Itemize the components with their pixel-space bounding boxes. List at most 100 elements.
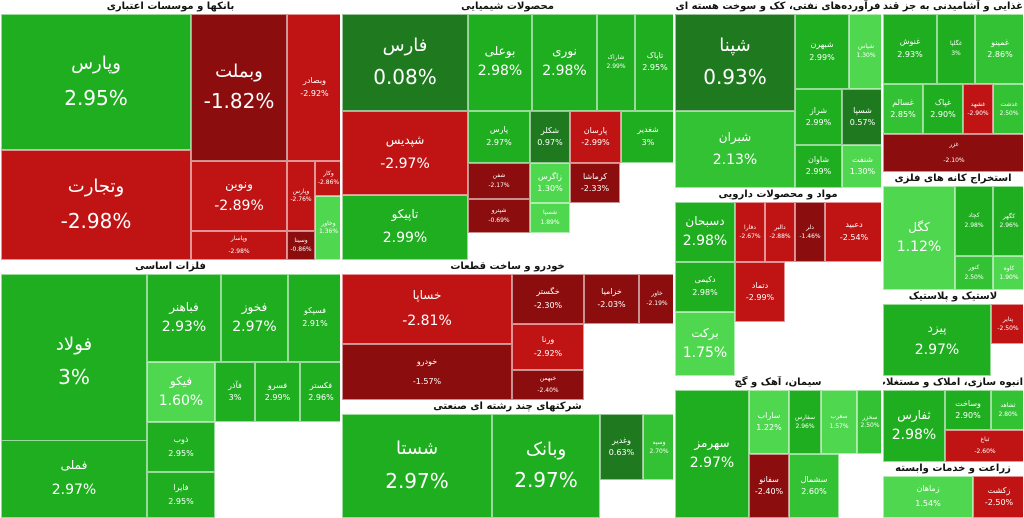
stock-tile[interactable]: پتایر -2.50%: [991, 304, 1023, 344]
stock-tile[interactable]: وبانک 2.97%: [492, 414, 600, 518]
stock-tile[interactable]: غدشت 2.50%: [993, 84, 1023, 134]
stock-tile[interactable]: شغدیر 3%: [621, 111, 673, 163]
stock-tile[interactable]: پارس 2.97%: [468, 111, 530, 163]
stock-tile[interactable]: سغرب 1.57%: [821, 390, 857, 454]
sector-title[interactable]: انبوه سازی، املاک و مستغلات: [883, 376, 1023, 390]
stock-tile[interactable]: وکار -2.86%: [315, 161, 340, 196]
stock-tile[interactable]: شستا 2.97%: [342, 414, 492, 518]
stock-tile[interactable]: شپدیس -2.97%: [342, 111, 468, 195]
stock-tile[interactable]: سهرمز 2.97%: [675, 390, 749, 518]
sector-title[interactable]: مواد و محصولات دارویی: [675, 188, 881, 202]
stock-tile[interactable]: غسالم 2.85%: [883, 84, 923, 134]
stock-tile[interactable]: شپترو -0.69%: [468, 199, 530, 233]
stock-tile[interactable]: زماهان 1.54%: [883, 476, 973, 518]
stock-tile[interactable]: دتماد -2.99%: [735, 262, 785, 322]
stock-tile[interactable]: خگستر -2.30%: [512, 274, 584, 324]
stock-tile[interactable]: فیکو 1.60%: [147, 362, 215, 422]
stock-tile[interactable]: کگل 1.12%: [883, 186, 955, 290]
stock-tile[interactable]: برکت 1.75%: [675, 312, 735, 376]
sector-title[interactable]: خودرو و ساخت قطعات: [342, 260, 673, 274]
sector-title[interactable]: استخراج کانه های فلزی: [883, 172, 1023, 186]
stock-tile[interactable]: خساپا -2.81%: [342, 274, 512, 344]
stock-tile[interactable]: سفانو -2.40%: [749, 454, 789, 518]
stock-tile[interactable]: غپاک 2.90%: [923, 84, 963, 134]
stock-tile[interactable]: سشمال 2.60%: [789, 454, 839, 518]
stock-tile[interactable]: وپارس 2.95%: [1, 14, 191, 150]
sector-title[interactable]: سیمان، آهک و گچ: [675, 376, 881, 390]
stock-tile[interactable]: غگلپا 3%: [937, 14, 975, 84]
stock-tile[interactable]: ثشاهد 2.80%: [991, 390, 1023, 430]
stock-tile[interactable]: وسینا -0.86%: [287, 231, 315, 260]
stock-tile[interactable]: فآذر 3%: [215, 362, 255, 422]
stock-tile[interactable]: خزامیا -2.03%: [584, 274, 639, 324]
stock-tile[interactable]: فارس 0.08%: [342, 14, 468, 111]
stock-tile[interactable]: تاپاک 2.95%: [635, 14, 673, 111]
stock-tile[interactable]: غشهد -2.90%: [963, 84, 993, 134]
stock-tile[interactable]: کچاد 2.98%: [955, 186, 993, 256]
stock-tile[interactable]: شپاس 1.30%: [849, 14, 881, 89]
stock-tile[interactable]: دفارا -2.67%: [735, 202, 765, 262]
stock-tile[interactable]: ساراب 1.22%: [749, 390, 789, 454]
stock-tile[interactable]: فایرا 2.95%: [147, 472, 215, 518]
stock-tile[interactable]: وپارس -2.76%: [287, 161, 315, 231]
stock-tile[interactable]: بوعلی 2.98%: [468, 14, 532, 111]
stock-tile[interactable]: شکلر 0.97%: [530, 111, 570, 163]
stock-tile[interactable]: وبملت -1.82%: [191, 14, 287, 161]
stock-tile[interactable]: شفن -2.17%: [468, 163, 530, 199]
stock-tile[interactable]: ثفارس 2.98%: [883, 390, 945, 462]
stock-tile[interactable]: خودرو -1.57%: [342, 344, 512, 400]
stock-tile[interactable]: شبران 2.13%: [675, 111, 795, 188]
stock-tile[interactable]: شپنا 0.93%: [675, 14, 795, 111]
stock-tile[interactable]: وخاور 1.36%: [315, 196, 340, 260]
sector-title[interactable]: فلزات اساسی: [1, 260, 340, 274]
stock-tile[interactable]: فملی 2.97%: [1, 440, 147, 518]
stock-tile[interactable]: فباهنر 2.93%: [147, 274, 221, 362]
stock-tile[interactable]: شاراک 2.99%: [597, 14, 635, 111]
stock-tile[interactable]: کاوه 1.90%: [993, 256, 1023, 290]
stock-tile[interactable]: فولاد 3%: [1, 274, 147, 450]
stock-tile[interactable]: شسپا 0.57%: [842, 89, 881, 145]
stock-tile[interactable]: شاوان 2.99%: [795, 145, 842, 188]
stock-tile[interactable]: کگهر 2.96%: [993, 186, 1023, 256]
stock-tile[interactable]: شسپا 1.89%: [530, 203, 570, 233]
stock-tile[interactable]: پیزد 2.97%: [883, 304, 991, 376]
stock-tile[interactable]: وساخت 2.90%: [945, 390, 991, 430]
stock-tile[interactable]: غنوش 2.93%: [883, 14, 937, 84]
stock-tile[interactable]: دعبید -2.54%: [825, 202, 881, 262]
stock-tile[interactable]: تاپیکو 2.99%: [342, 195, 468, 260]
stock-tile[interactable]: کنور 2.50%: [955, 256, 993, 290]
stock-tile[interactable]: وتجارت -2.98%: [1, 150, 191, 260]
stock-tile[interactable]: کرماشا -2.33%: [570, 163, 620, 203]
stock-tile[interactable]: وبصادر -2.92%: [287, 14, 340, 161]
stock-tile[interactable]: وسپه 2.70%: [643, 414, 673, 480]
stock-tile[interactable]: شبهرن 2.99%: [795, 14, 849, 89]
stock-tile[interactable]: دالبر -2.88%: [765, 202, 795, 262]
stock-tile[interactable]: شنفت 1.30%: [842, 145, 881, 188]
stock-tile[interactable]: دکیمی 2.98%: [675, 262, 735, 312]
sector-title[interactable]: لاستیک و پلاستیک: [883, 290, 1023, 304]
stock-tile[interactable]: فسرو 2.99%: [255, 362, 300, 422]
stock-tile[interactable]: ذوب 2.95%: [147, 422, 215, 472]
sector-title[interactable]: شرکتهای چند رشته ای صنعتی: [342, 400, 673, 414]
stock-tile[interactable]: ثباغ -2.60%: [945, 430, 1023, 462]
sector-title[interactable]: غذایی و آشامیدنی به جز قند و شکر: [883, 0, 1023, 14]
stock-tile[interactable]: ورنا -2.92%: [512, 324, 584, 370]
stock-tile[interactable]: ونوین -2.89%: [191, 161, 287, 231]
stock-tile[interactable]: غزر -2.10%: [883, 134, 1023, 172]
sector-title[interactable]: فرآورده‌های نفتی، کک و سوخت هسته ای: [675, 0, 881, 14]
stock-tile[interactable]: دسبحان 2.98%: [675, 202, 735, 262]
stock-tile[interactable]: زاگرس 1.30%: [530, 163, 570, 203]
stock-tile[interactable]: سفارس 2.96%: [789, 390, 821, 454]
stock-tile[interactable]: وغدیر 0.63%: [600, 414, 643, 480]
stock-tile[interactable]: خبهمن -2.40%: [512, 370, 584, 400]
sector-title[interactable]: زراعت و خدمات وابسته: [883, 462, 1023, 476]
sector-title[interactable]: محصولات شیمیایی: [342, 0, 673, 14]
stock-tile[interactable]: غمینو 2.86%: [975, 14, 1023, 84]
stock-tile[interactable]: فخوز 2.97%: [221, 274, 288, 362]
stock-tile[interactable]: وپاسار -2.98%: [191, 231, 287, 260]
stock-tile[interactable]: پارسان -2.99%: [570, 111, 621, 163]
stock-tile[interactable]: زکشت -2.50%: [973, 476, 1023, 518]
stock-tile[interactable]: دلر -1.46%: [795, 202, 825, 262]
sector-title[interactable]: بانکها و موسسات اعتباری: [1, 0, 340, 14]
stock-tile[interactable]: نوری 2.98%: [532, 14, 597, 111]
